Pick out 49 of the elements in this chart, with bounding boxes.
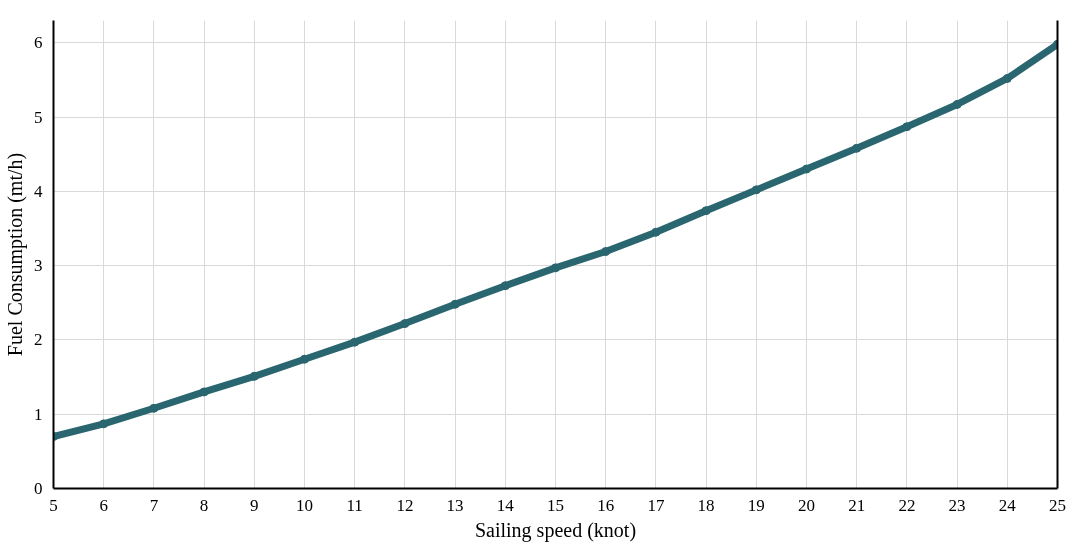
point <box>500 281 510 291</box>
x-tick-label: 8 <box>199 495 209 515</box>
x-tick-label: 10 <box>296 495 313 515</box>
x-tick-label: 13 <box>446 495 464 515</box>
point <box>249 371 259 381</box>
point <box>651 227 661 237</box>
point <box>751 185 761 195</box>
x-tick-label: 20 <box>798 495 815 515</box>
x-tick-label: 22 <box>898 495 916 515</box>
point <box>400 319 410 329</box>
y-tick-label: 1 <box>34 404 43 424</box>
point <box>551 263 560 273</box>
point <box>701 206 711 216</box>
y-tick-label: 3 <box>34 256 43 276</box>
point <box>1002 73 1012 83</box>
y-tick-label: 0 <box>34 479 43 498</box>
x-tick-label: 14 <box>496 495 515 515</box>
x-tick-label: 17 <box>647 495 665 515</box>
y-tick-label: 2 <box>34 330 43 350</box>
y-axis-title: Fuel Consumption (mt/h) <box>4 152 27 357</box>
point <box>852 143 862 153</box>
x-tick-label: 12 <box>396 495 414 515</box>
x-tick-label: 7 <box>149 495 159 515</box>
point <box>350 337 360 347</box>
point <box>952 99 962 109</box>
x-tick-label: 16 <box>597 495 615 515</box>
point <box>99 419 109 429</box>
x-tick-label: 9 <box>250 495 259 515</box>
x-tick-label: 6 <box>99 495 108 515</box>
x-tick-label: 24 <box>998 495 1017 515</box>
x-tick-label: 15 <box>547 495 564 515</box>
point <box>902 122 912 132</box>
y-tick-label: 4 <box>34 181 43 201</box>
y-tick-label: 6 <box>34 33 43 53</box>
x-tick-label: 23 <box>948 495 966 515</box>
x-tick-label: 11 <box>346 495 363 515</box>
x-tick-label: 21 <box>848 495 866 515</box>
x-tick-label: 18 <box>697 495 715 515</box>
point <box>601 247 611 257</box>
x-tick-label: 19 <box>747 495 765 515</box>
x-tick-label: 5 <box>49 495 58 515</box>
point <box>199 387 209 397</box>
y-tick-label: 5 <box>34 107 43 127</box>
point <box>300 354 309 364</box>
point <box>802 164 811 174</box>
point <box>149 403 159 413</box>
x-tick-label: 25 <box>1049 495 1066 515</box>
x-axis-title: Sailing speed (knot) <box>474 518 637 542</box>
point <box>450 299 460 309</box>
